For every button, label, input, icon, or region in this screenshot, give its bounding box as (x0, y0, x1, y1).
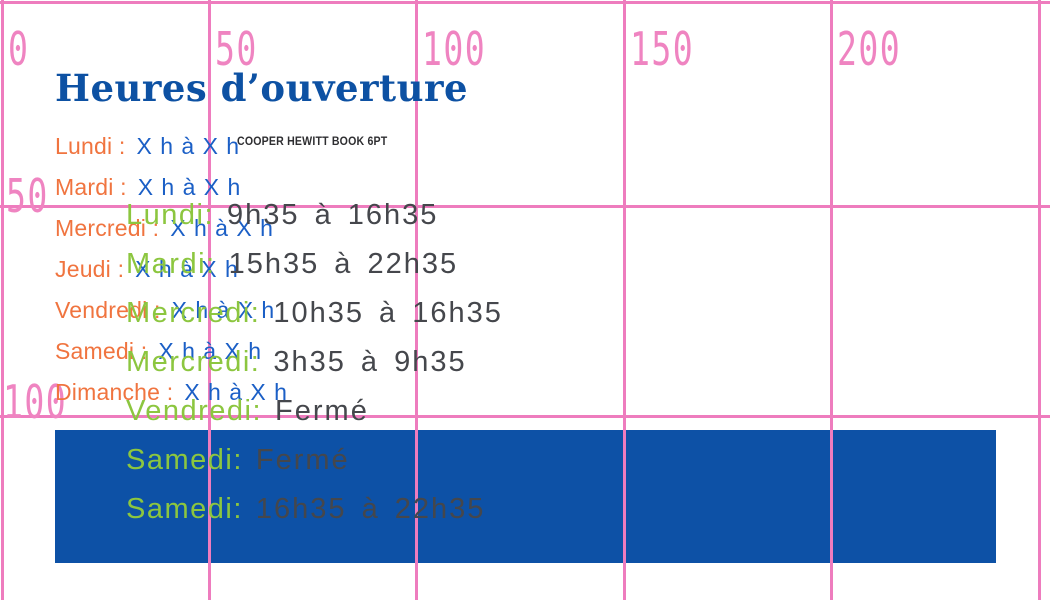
grid-line-vertical (1038, 0, 1041, 600)
day-label: Mercredi: (126, 297, 261, 329)
template-hours-row-mardi: Mardi : X h à X h (55, 167, 288, 208)
grid-ruler-label-x150: 150 (630, 22, 695, 76)
grid-ruler-label-y50: 50 (6, 169, 49, 223)
hours-value: 15h35 à 22h35 (228, 248, 459, 280)
day-label: Vendredi : (55, 297, 161, 323)
actual-hours-row: Lundi: 9h35 à 16h35 (126, 191, 503, 240)
day-label: Lundi : (55, 133, 126, 159)
day-label: Dimanche : (55, 379, 174, 405)
hours-value: 16h35 à 22h35 (255, 493, 486, 525)
hours-value: 10h35 à 16h35 (273, 297, 503, 329)
highlight-panel (55, 430, 996, 563)
grid-ruler-label-y100: 100 (3, 375, 68, 429)
grid-ruler-label-x0: 0 (8, 22, 30, 76)
day-label: Mercredi: (126, 346, 261, 378)
hours-placeholder: X h à X h (137, 174, 242, 200)
day-label: Samedi : (55, 338, 148, 364)
template-hours-row-lundi: Lundi : X h à X h (55, 126, 288, 167)
font-annotation: COOPER HEWITT BOOK 6PT (237, 136, 388, 148)
template-hours-row-vendredi: Vendredi : X h à X h (55, 290, 288, 331)
grid-line-vertical (415, 0, 418, 600)
actual-hours-row: Samedi: 16h35 à 22h35 (126, 485, 503, 534)
hours-placeholder: X h à X h (135, 256, 239, 282)
actual-hours-row: Mercredi: 3h35 à 9h35 (126, 338, 503, 387)
template-hours-list: Lundi : X h à X h Mardi : X h à X h Merc… (55, 126, 288, 413)
day-label: Mercredi : (55, 215, 160, 241)
grid-ruler-label-x200: 200 (837, 22, 902, 76)
hours-value: 3h35 à 9h35 (273, 346, 467, 378)
day-label: Mardi: (126, 248, 216, 280)
grid-ruler-label-x100: 100 (422, 22, 487, 76)
template-hours-row-mercredi: Mercredi : X h à X h (55, 208, 288, 249)
hours-placeholder: X h à X h (170, 215, 274, 241)
day-label: Lundi: (126, 199, 215, 231)
hours-placeholder: X h à X h (184, 379, 288, 405)
hours-value: Fermé (255, 444, 350, 476)
day-label: Mardi : (55, 174, 127, 200)
actual-hours-row: Vendredi: Fermé (126, 387, 503, 436)
day-label: Vendredi: (126, 395, 263, 427)
hours-value: Fermé (275, 395, 369, 427)
actual-hours-row: Samedi: Fermé (126, 436, 503, 485)
template-hours-row-jeudi: Jeudi : X h à X h (55, 249, 288, 290)
grid-line-vertical (208, 0, 211, 600)
page-title: Heures d’ouverture (55, 66, 469, 110)
hours-value: 9h35 à 16h35 (227, 199, 439, 231)
grid-line-vertical (1, 0, 4, 600)
template-hours-row-dimanche: Dimanche : X h à X h (55, 372, 288, 413)
actual-hours-list: Lundi: 9h35 à 16h35 Mardi: 15h35 à 22h35… (126, 191, 503, 534)
actual-hours-row: Mercredi: 10h35 à 16h35 (126, 289, 503, 338)
hours-placeholder: X h à X h (171, 297, 276, 323)
day-label: Samedi: (126, 493, 243, 525)
day-label: Jeudi : (55, 256, 125, 282)
grid-line-horizontal (0, 1, 1050, 4)
actual-hours-row: Mardi: 15h35 à 22h35 (126, 240, 503, 289)
grid-line-vertical (830, 0, 833, 600)
grid-line-horizontal (0, 415, 1050, 418)
hours-placeholder: X h à X h (136, 133, 241, 159)
grid-line-horizontal (0, 205, 1050, 208)
grid-ruler-label-x50: 50 (215, 22, 258, 76)
hours-placeholder: X h à X h (158, 338, 262, 364)
template-hours-row-samedi: Samedi : X h à X h (55, 331, 288, 372)
grid-line-vertical (623, 0, 626, 600)
day-label: Samedi: (126, 444, 243, 476)
